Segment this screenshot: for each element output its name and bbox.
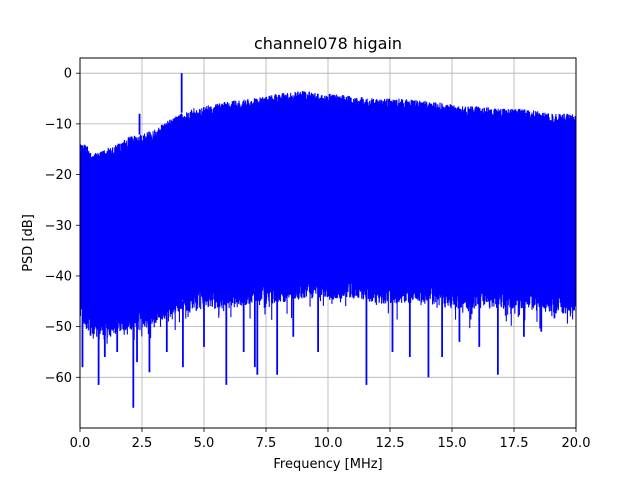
y-tick-label: −30 — [45, 219, 72, 234]
chart-title: channel078 higain — [254, 34, 402, 53]
y-tick-label: −40 — [45, 269, 72, 284]
x-tick-label: 10.0 — [314, 436, 343, 451]
y-tick-label: 0 — [64, 67, 72, 82]
y-tick-label: −10 — [45, 117, 72, 132]
x-tick-label: 17.5 — [500, 436, 529, 451]
x-tick-label: 20.0 — [562, 436, 591, 451]
x-tick-label: 7.5 — [256, 436, 277, 451]
x-axis-label: Frequency [MHz] — [273, 457, 382, 472]
series-group — [80, 73, 576, 408]
y-tick-label: −50 — [45, 320, 72, 335]
x-tick-label: 12.5 — [376, 436, 405, 451]
x-tick-label: 0.0 — [70, 436, 91, 451]
x-tick-label: 5.0 — [194, 436, 215, 451]
x-tick-label: 2.5 — [132, 436, 153, 451]
plot-area — [80, 73, 576, 408]
x-tick-label: 15.0 — [438, 436, 467, 451]
y-tick-label: −20 — [45, 168, 72, 183]
y-axis-label: PSD [dB] — [21, 214, 36, 272]
y-tick-label: −60 — [45, 371, 72, 386]
x-axis-ticks: 0.0 2.5 5.0 7.5 10.0 12.5 15.0 17.5 20.0 — [70, 428, 591, 451]
y-axis-ticks: 0 −10 −20 −30 −40 −50 −60 — [45, 67, 80, 386]
psd-trace — [80, 91, 576, 344]
